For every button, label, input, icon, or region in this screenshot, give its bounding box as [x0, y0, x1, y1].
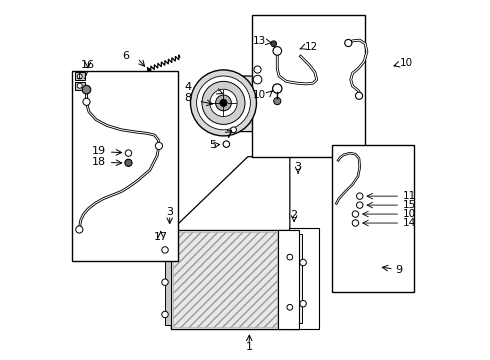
Circle shape — [352, 220, 359, 226]
Circle shape — [77, 74, 82, 79]
Circle shape — [274, 98, 281, 105]
Text: 12: 12 — [304, 42, 318, 52]
Bar — [173, 232, 277, 327]
Circle shape — [287, 305, 293, 310]
Circle shape — [155, 142, 163, 149]
Circle shape — [357, 202, 363, 208]
Circle shape — [77, 83, 82, 88]
Circle shape — [162, 247, 168, 253]
Text: 13: 13 — [252, 36, 266, 46]
Circle shape — [83, 98, 90, 105]
Circle shape — [254, 66, 261, 73]
Bar — [172, 230, 299, 329]
Text: 11: 11 — [403, 191, 416, 201]
Circle shape — [162, 311, 168, 318]
Circle shape — [231, 127, 236, 133]
Bar — [72, 71, 178, 261]
Circle shape — [344, 40, 352, 46]
Text: 17: 17 — [76, 71, 90, 81]
Text: 10: 10 — [400, 58, 413, 68]
Circle shape — [216, 95, 231, 111]
Bar — [289, 228, 319, 329]
Text: 18: 18 — [92, 157, 106, 167]
Circle shape — [220, 99, 227, 107]
Circle shape — [82, 85, 91, 94]
Bar — [278, 230, 299, 329]
Bar — [332, 145, 414, 292]
Bar — [165, 234, 172, 325]
Text: 6: 6 — [122, 50, 129, 60]
Text: 9: 9 — [395, 265, 402, 275]
Bar — [74, 82, 85, 90]
Text: 15: 15 — [403, 200, 416, 210]
Bar — [252, 15, 365, 157]
Circle shape — [223, 141, 230, 147]
Text: 10: 10 — [403, 209, 416, 219]
Text: 19: 19 — [92, 146, 106, 156]
Bar — [293, 234, 302, 323]
Text: 7: 7 — [225, 130, 232, 140]
Text: 4: 4 — [184, 82, 191, 93]
Circle shape — [147, 68, 150, 71]
Circle shape — [300, 259, 306, 266]
Circle shape — [210, 89, 237, 117]
Circle shape — [271, 41, 276, 46]
Bar — [74, 72, 85, 80]
Circle shape — [355, 92, 363, 99]
Text: 1: 1 — [246, 342, 253, 352]
Circle shape — [273, 46, 282, 55]
Circle shape — [162, 279, 168, 285]
Circle shape — [352, 211, 359, 217]
Text: 16: 16 — [81, 59, 95, 69]
Text: 5: 5 — [209, 140, 216, 150]
Text: 2: 2 — [291, 210, 298, 220]
Text: 3: 3 — [166, 207, 173, 217]
Circle shape — [76, 226, 83, 233]
Polygon shape — [207, 76, 272, 132]
Circle shape — [191, 70, 256, 136]
Circle shape — [272, 84, 282, 93]
Circle shape — [253, 75, 262, 84]
Circle shape — [300, 301, 306, 307]
Circle shape — [357, 193, 363, 199]
Text: 14: 14 — [403, 218, 416, 228]
Circle shape — [202, 81, 245, 125]
Text: 10: 10 — [253, 90, 266, 100]
Text: 3: 3 — [294, 162, 301, 172]
Circle shape — [287, 254, 293, 260]
Circle shape — [125, 150, 132, 156]
Text: 8: 8 — [184, 93, 191, 103]
Bar — [283, 234, 290, 325]
Circle shape — [196, 76, 250, 130]
Text: 17: 17 — [154, 232, 168, 242]
Circle shape — [125, 159, 132, 166]
